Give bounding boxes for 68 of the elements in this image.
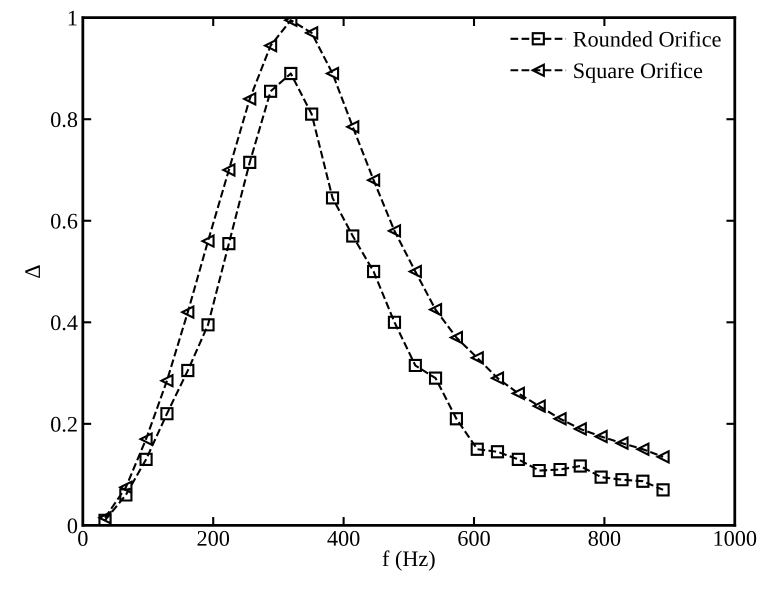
point	[636, 474, 650, 488]
x-tick-label: 1000	[714, 530, 756, 546]
point	[408, 358, 422, 372]
point	[428, 372, 442, 385]
point	[305, 108, 318, 121]
y-tick-label: 0.8	[51, 112, 78, 128]
point	[139, 432, 153, 446]
point	[553, 412, 567, 426]
point	[160, 407, 174, 420]
point	[574, 459, 587, 473]
point	[594, 470, 608, 484]
point	[408, 264, 422, 278]
point	[656, 483, 670, 496]
y-tick-label: 0.6	[51, 214, 78, 229]
point	[512, 452, 525, 466]
legend-label: Rounded Orifice	[573, 30, 721, 47]
y-tick-label: 1	[68, 10, 77, 26]
point	[388, 224, 402, 238]
point	[284, 66, 298, 80]
point	[615, 436, 629, 450]
point	[264, 38, 278, 52]
point	[450, 330, 464, 344]
point	[243, 92, 256, 106]
point	[326, 191, 340, 205]
point	[222, 237, 236, 250]
point	[388, 316, 402, 329]
point	[512, 386, 525, 400]
x-axis-title: f (Hz)	[382, 550, 435, 571]
point	[243, 156, 256, 169]
point	[532, 464, 546, 478]
x-tick-label: 400	[327, 530, 360, 546]
point	[201, 234, 215, 248]
point	[470, 351, 484, 364]
point	[181, 306, 194, 319]
point	[594, 430, 608, 444]
point	[553, 462, 567, 476]
y-tick-label: 0.4	[51, 315, 78, 330]
x-tick-label: 600	[458, 530, 490, 546]
point	[367, 174, 380, 187]
point	[656, 450, 670, 464]
x-tick-label: 0	[78, 530, 88, 546]
point	[139, 452, 153, 466]
x-tick-label: 200	[198, 530, 230, 546]
point	[615, 473, 629, 486]
point	[119, 488, 132, 502]
x-tick-label: 800	[588, 530, 620, 546]
point	[201, 318, 215, 332]
y-axis-title: Δ	[25, 265, 40, 278]
point	[450, 412, 464, 426]
point	[532, 399, 546, 413]
point	[470, 442, 484, 456]
point	[305, 26, 318, 40]
point	[367, 264, 380, 278]
point	[346, 120, 360, 134]
point	[574, 422, 587, 436]
point	[490, 445, 504, 458]
point	[636, 442, 650, 456]
point	[181, 364, 194, 378]
point	[428, 303, 442, 316]
y-tick-label: 0.2	[51, 416, 77, 432]
point	[264, 84, 278, 98]
y-tick-label: 0	[68, 518, 78, 534]
point	[490, 372, 504, 385]
point	[222, 163, 236, 177]
point	[346, 229, 360, 243]
point	[326, 66, 340, 80]
legend-label: Square Orifice	[574, 62, 702, 83]
point	[160, 374, 174, 388]
